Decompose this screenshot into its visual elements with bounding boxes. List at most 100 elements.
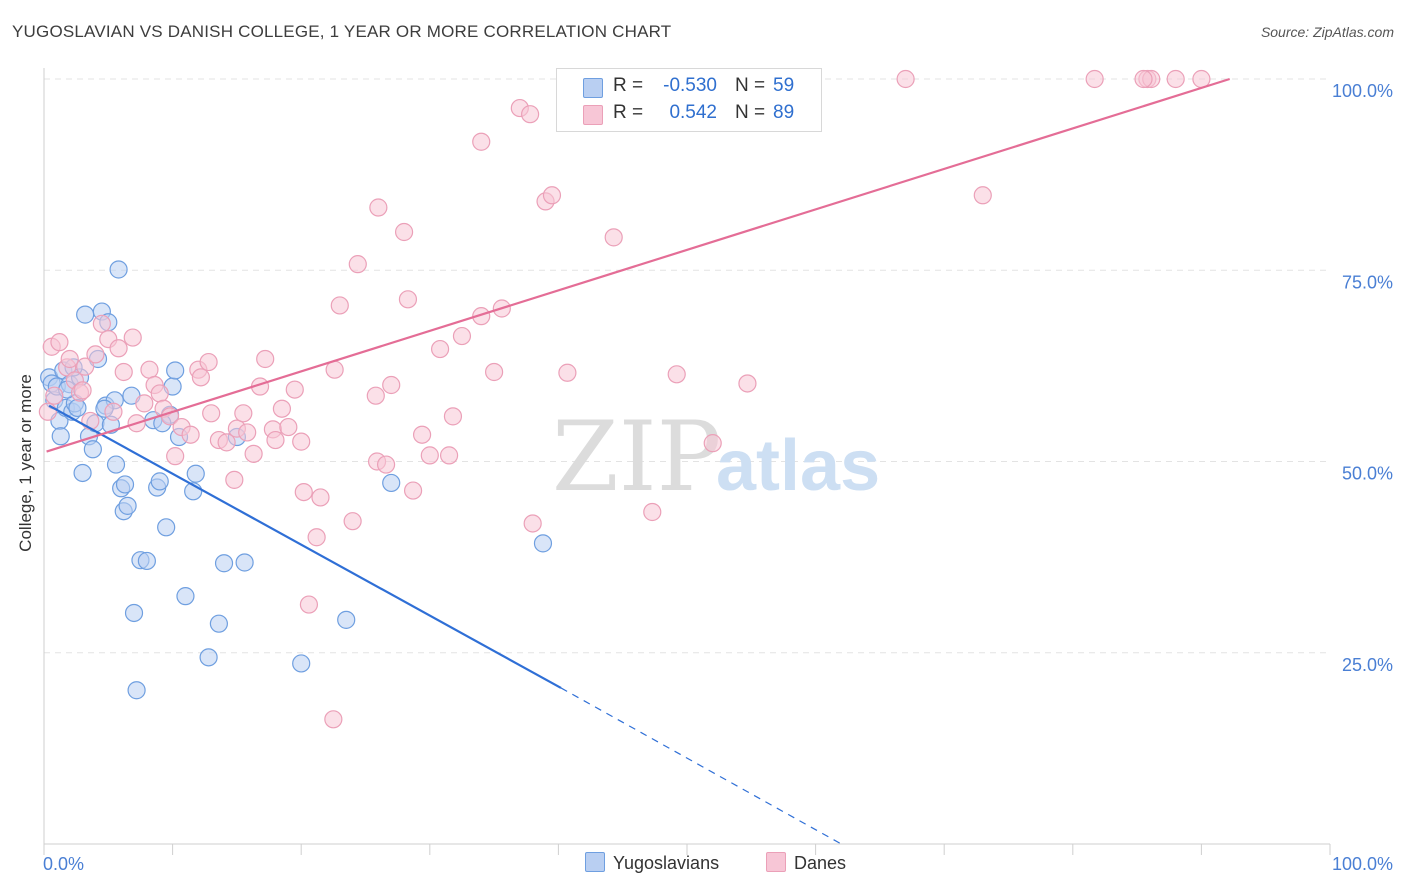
- danes-point: [140, 360, 159, 379]
- danes-point: [135, 394, 154, 413]
- danes-point: [369, 198, 388, 217]
- danes-point: [412, 425, 432, 444]
- legend-label-yugoslavians: Yugoslavians: [613, 853, 720, 873]
- danes-point: [60, 349, 79, 369]
- danes-point: [104, 402, 123, 421]
- chart-title: YUGOSLAVIAN VS DANISH COLLEGE, 1 YEAR OR…: [12, 22, 672, 41]
- danes-point: [1085, 69, 1104, 89]
- yugoslavians-point: [106, 455, 126, 474]
- danes-point: [114, 362, 133, 382]
- danes-point: [285, 380, 304, 399]
- danes-point: [330, 296, 349, 315]
- legend-row-yugoslavians: R = -0.530 N = 59: [557, 73, 821, 101]
- danes-point: [238, 423, 257, 442]
- y-axis-label: College, 1 year or more: [16, 374, 35, 552]
- danes-point: [73, 381, 92, 400]
- danes-point: [266, 430, 285, 450]
- danes-point: [366, 386, 385, 405]
- legend-n-value: 59: [773, 75, 795, 96]
- danes-point: [225, 470, 244, 489]
- watermark-zip: ZIP: [552, 401, 721, 513]
- x-tick-label: 100.0%: [1332, 854, 1393, 874]
- danes-point: [485, 362, 504, 382]
- danes-point: [217, 433, 236, 452]
- yugoslavians-point: [127, 681, 146, 700]
- danes-point: [191, 368, 210, 387]
- danes-point: [292, 432, 311, 451]
- yugoslavians-point: [68, 398, 87, 418]
- danes-point: [272, 399, 292, 418]
- danes-point: [521, 105, 540, 124]
- yugoslavians-point: [186, 464, 205, 483]
- legend-n-value: 89: [773, 102, 795, 123]
- danes-point: [643, 502, 662, 522]
- danes-point: [738, 374, 757, 393]
- y-tick-label: 100.0%: [1332, 81, 1393, 101]
- danes-point: [299, 595, 319, 614]
- yugoslavians-point: [176, 587, 195, 606]
- yugoslavians-point: [137, 551, 156, 571]
- danes-point: [523, 514, 542, 533]
- danes-point: [973, 186, 992, 205]
- yugoslavians-point: [199, 648, 218, 667]
- legend-swatch-danes: [583, 105, 603, 125]
- danes-point: [81, 411, 100, 431]
- legend-r-label: R =: [613, 102, 644, 123]
- watermark: ZIP atlas: [552, 401, 880, 513]
- legend-r-label: R =: [613, 75, 644, 96]
- trend-lines: [46, 77, 1231, 845]
- danes-point: [256, 349, 275, 369]
- danes-point: [199, 352, 218, 372]
- danes-point: [703, 434, 722, 453]
- danes-point: [45, 386, 64, 405]
- danes-point: [896, 69, 915, 89]
- danes-point: [430, 339, 450, 359]
- yugoslavians-point: [51, 427, 70, 446]
- danes-point: [92, 314, 111, 333]
- danes-point: [38, 402, 57, 421]
- yugoslavians-point: [214, 554, 234, 573]
- correlation-legend: R = -0.530 N = 59 R = 0.542 N = 89: [556, 68, 822, 132]
- danes-point: [1134, 69, 1153, 89]
- yugoslavians-point: [382, 473, 401, 493]
- watermark-atlas: atlas: [716, 426, 880, 506]
- danes-point: [343, 512, 362, 531]
- danes-point: [403, 481, 423, 500]
- axes: [43, 68, 1331, 855]
- danes-point: [123, 328, 142, 347]
- danes-point: [443, 407, 463, 426]
- danes-point: [279, 417, 298, 437]
- danes-point: [558, 363, 577, 382]
- danes-point: [604, 228, 623, 247]
- danes-point: [398, 290, 418, 309]
- danes-point: [294, 483, 313, 502]
- danes-point: [150, 384, 169, 403]
- danes-point: [86, 345, 105, 364]
- yugoslavians-point: [76, 305, 95, 324]
- danes-point: [311, 488, 330, 507]
- danes-point: [394, 222, 414, 242]
- yugoslavians-trend-line: [48, 404, 562, 689]
- yugoslavians-point: [209, 614, 228, 633]
- yugoslavians-trend-extension: [560, 687, 842, 845]
- danes-point: [324, 710, 343, 729]
- danes-point: [542, 186, 562, 205]
- legend-swatch-yugoslavians: [585, 852, 605, 872]
- danes-point: [76, 357, 95, 376]
- yugoslavians-point: [235, 553, 254, 572]
- danes-point: [472, 307, 491, 326]
- danes-point: [420, 446, 439, 465]
- danes-point: [166, 447, 185, 466]
- legend-item-danes: Danes: [766, 852, 846, 874]
- legend-r-value: 0.542: [669, 102, 717, 123]
- danes-point: [667, 365, 686, 384]
- legend-item-yugoslavians: Yugoslavians: [585, 852, 719, 874]
- legend-n-label: N =: [735, 102, 766, 123]
- legend-row-danes: R = 0.542 N = 89: [557, 100, 821, 128]
- danes-point: [376, 455, 396, 474]
- source-label: Source: ZipAtlas.com: [1260, 24, 1394, 40]
- danes-point: [452, 326, 472, 346]
- x-tick-label: 0.0%: [43, 854, 84, 874]
- danes-trend-line: [46, 77, 1231, 453]
